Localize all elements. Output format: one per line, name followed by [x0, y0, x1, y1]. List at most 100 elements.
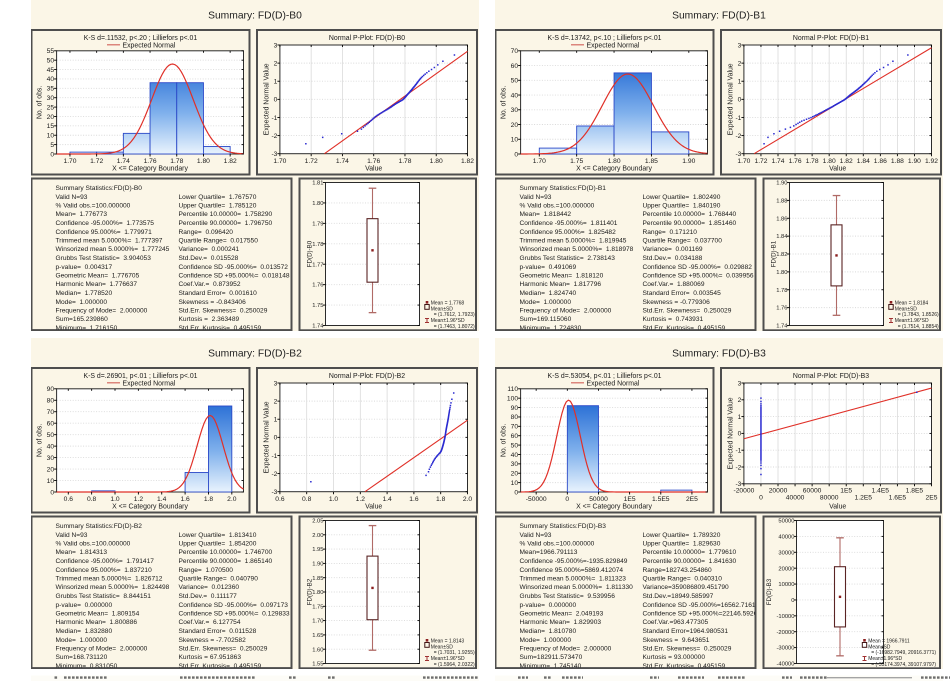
svg-text:-10000: -10000	[776, 614, 794, 620]
svg-text:2.0: 2.0	[227, 496, 237, 503]
svg-text:Normal P-Plot: FD(D)-B1: Normal P-Plot: FD(D)-B1	[793, 35, 869, 42]
svg-text:50: 50	[47, 58, 55, 65]
svg-text:1.60: 1.60	[312, 647, 323, 653]
svg-text:30: 30	[511, 107, 519, 114]
svg-text:0: 0	[274, 97, 278, 104]
svg-text:-20000: -20000	[776, 630, 794, 636]
svg-text:1.75: 1.75	[312, 604, 323, 610]
svg-text:% Valid obs.=100.000000: % Valid obs.=100.000000	[56, 541, 131, 548]
svg-text:Harmonic Mean= 1.829903: Harmonic Mean= 1.829903	[520, 619, 602, 626]
svg-text:25: 25	[47, 104, 55, 111]
svg-text:Summary Statistics:FD(D)-B1: Summary Statistics:FD(D)-B1	[520, 185, 607, 192]
svg-text:Normal P-Plot: FD(D)-B3: Normal P-Plot: FD(D)-B3	[793, 373, 869, 380]
svg-text:1.6: 1.6	[180, 496, 190, 503]
svg-text:1.90: 1.90	[312, 562, 323, 568]
svg-text:Standard Error= 0.011528: Standard Error= 0.011528	[179, 628, 257, 635]
svg-text:= (-16982.7949, 20916.3771): = (-16982.7949, 20916.3771)	[871, 650, 936, 656]
svg-text:No. of obs.: No. of obs.	[501, 86, 508, 119]
svg-text:Mean±SD: Mean±SD	[431, 306, 454, 312]
svg-text:% Valid obs.=100.000000: % Valid obs.=100.000000	[56, 203, 131, 210]
svg-text:1.80: 1.80	[776, 270, 787, 276]
svg-text:60: 60	[511, 433, 519, 440]
svg-text:Skewness = -7.702582: Skewness = -7.702582	[179, 637, 247, 644]
svg-text:1.95: 1.95	[312, 547, 323, 553]
svg-text:30000: 30000	[778, 550, 794, 556]
svg-text:1.88: 1.88	[776, 199, 787, 205]
svg-text:Expected Normal Value: Expected Normal Value	[727, 63, 734, 135]
svg-text:Skewness = 9.643651: Skewness = 9.643651	[643, 637, 710, 644]
svg-text:Std.Err. Kurtosis= 0.495159: Std.Err. Kurtosis= 0.495159	[643, 663, 726, 669]
svg-text:Value: Value	[365, 165, 382, 172]
svg-text:FD(D)-B3: FD(D)-B3	[766, 578, 773, 605]
svg-text:Standard Error= 0.001610: Standard Error= 0.001610	[179, 290, 258, 297]
svg-text:Std.Dev.= 0.111177: Std.Dev.= 0.111177	[179, 593, 238, 600]
svg-text:Harmonic Mean= 1.817796: Harmonic Mean= 1.817796	[520, 281, 602, 288]
svg-text:1.90: 1.90	[776, 181, 787, 187]
svg-text:1.74: 1.74	[771, 158, 784, 165]
svg-text:3: 3	[274, 380, 278, 387]
svg-text:Mean±1.96*SD: Mean±1.96*SD	[895, 318, 929, 324]
svg-text:0: 0	[50, 151, 54, 158]
svg-text:1.86: 1.86	[874, 158, 887, 165]
svg-text:1.72: 1.72	[90, 158, 103, 165]
svg-text:-1: -1	[735, 448, 741, 455]
svg-text:Upper Quartile= 1.829630: Upper Quartile= 1.829630	[643, 541, 721, 548]
svg-text:1.0: 1.0	[329, 496, 339, 503]
svg-text:1.2: 1.2	[356, 496, 366, 503]
svg-text:-2: -2	[271, 471, 277, 478]
svg-text:-1: -1	[271, 453, 277, 460]
svg-text:Median= 1.810780: Median= 1.810780	[520, 628, 577, 635]
svg-text:Coef.Var.= 0.873952: Coef.Var.= 0.873952	[179, 281, 241, 288]
svg-text:Normal P-Plot: FD(D)-B0: Normal P-Plot: FD(D)-B0	[329, 35, 405, 42]
svg-text:Summary Statistics:FD(D)-B0: Summary Statistics:FD(D)-B0	[56, 185, 143, 192]
svg-text:X <= Category Boundary: X <= Category Boundary	[112, 165, 188, 172]
svg-text:Winsorized mean 5.0000%= 1.77: Winsorized mean 5.0000%= 1.777245	[56, 246, 170, 253]
svg-text:Confidence SD -95.000%=16562.7: Confidence SD -95.000%=16562.71612	[643, 602, 760, 609]
svg-text:55: 55	[47, 48, 55, 55]
svg-text:Grubbs Test Statistic= 9.5399: Grubbs Test Statistic= 9.539956	[520, 593, 616, 600]
svg-text:Coef.Var.= 6.127754: Coef.Var.= 6.127754	[179, 619, 241, 626]
svg-text:-2: -2	[271, 133, 277, 140]
svg-text:Mean=1966.791113: Mean=1966.791113	[520, 549, 578, 556]
svg-text:-1: -1	[735, 115, 741, 122]
svg-text:FD(D)-B0: FD(D)-B0	[307, 240, 314, 267]
svg-text:Std.Err. Skewness= 0.250029: Std.Err. Skewness= 0.250029	[643, 308, 732, 315]
svg-text:Winsorized mean 5.0000%= 1.81: Winsorized mean 5.0000%= 1.811330	[520, 584, 634, 591]
svg-text:50: 50	[511, 442, 519, 449]
svg-text:Std.Err. Kurtosis= 0.495159: Std.Err. Kurtosis= 0.495159	[179, 663, 262, 669]
svg-text:Mean= 1.818442: Mean= 1.818442	[520, 211, 572, 218]
svg-text:Std.Dev.=18949.585997: Std.Dev.=18949.585997	[643, 593, 714, 600]
svg-text:% Valid obs.=100.000000: % Valid obs.=100.000000	[520, 541, 595, 548]
svg-text:0: 0	[738, 431, 742, 438]
svg-text:p-value= 0.004317: p-value= 0.004317	[56, 264, 113, 271]
svg-text:Std.Dev.= 0.034188: Std.Dev.= 0.034188	[643, 255, 703, 262]
svg-text:-1: -1	[271, 115, 277, 122]
svg-text:Variance= 0.001169: Variance= 0.001169	[643, 246, 703, 253]
svg-text:Confidence SD -95.000%= 0.013: Confidence SD -95.000%= 0.013572	[179, 264, 289, 271]
svg-text:Skewness = -0.779306: Skewness = -0.779306	[643, 299, 711, 306]
svg-text:Summary: FD(D)-B2: Summary: FD(D)-B2	[208, 349, 302, 360]
svg-text:1.78: 1.78	[776, 288, 787, 294]
svg-text:1.75: 1.75	[570, 158, 583, 165]
svg-text:Frequency of Mode= 2.000000: Frequency of Mode= 2.000000	[520, 308, 612, 315]
svg-text:1.82: 1.82	[840, 158, 853, 165]
svg-text:Range= 1.070500: Range= 1.070500	[179, 567, 234, 574]
svg-text:1: 1	[274, 79, 278, 86]
svg-text:Percentile 10.00000= 1.746700: Percentile 10.00000= 1.746700	[179, 549, 273, 556]
svg-text:1.78: 1.78	[170, 158, 183, 165]
svg-text:20: 20	[511, 471, 519, 478]
svg-text:1.80: 1.80	[312, 201, 323, 207]
svg-text:1.76: 1.76	[312, 283, 323, 289]
svg-text:= (1.7514, 1.8854): = (1.7514, 1.8854)	[898, 324, 939, 330]
svg-text:Kurtosis = 2.363489: Kurtosis = 2.363489	[179, 316, 240, 323]
svg-text:Quartile Range= 0.040790: Quartile Range= 0.040790	[179, 576, 259, 583]
svg-text:10000: 10000	[778, 582, 794, 588]
svg-text:Confidence -95.000%= 1.773575: Confidence -95.000%= 1.773575	[56, 220, 155, 227]
svg-text:Summary: FD(D)-B1: Summary: FD(D)-B1	[672, 11, 766, 22]
svg-text:40: 40	[47, 443, 55, 450]
svg-text:Variance= 0.000241: Variance= 0.000241	[179, 246, 240, 253]
svg-text:Skewness = -0.843406: Skewness = -0.843406	[179, 299, 247, 306]
svg-text:1.80: 1.80	[312, 590, 323, 596]
svg-text:10: 10	[47, 478, 55, 485]
svg-text:Mean = 1966.7911: Mean = 1966.7911	[868, 638, 910, 644]
